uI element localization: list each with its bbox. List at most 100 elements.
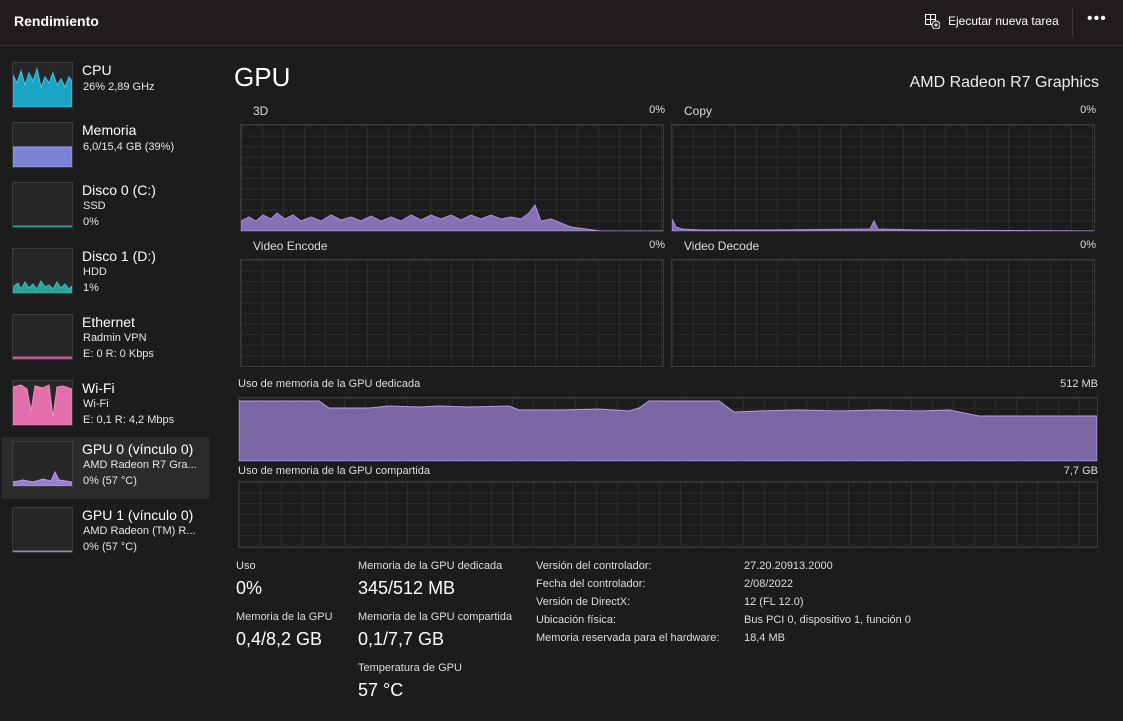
thumbnail-graph: [13, 356, 72, 359]
sidebar-item-detail: Radmin VPN: [83, 332, 147, 344]
sidebar-item-name: Memoria: [82, 122, 137, 138]
new-task-label: Ejecutar nueva tarea: [948, 14, 1059, 28]
sidebar-item-name: Ethernet: [82, 314, 135, 330]
engine-graph: [671, 124, 1095, 232]
sidebar-item-detail: AMD Radeon R7 Gra...: [83, 459, 197, 471]
sidebar-item-detail: 1%: [83, 282, 99, 294]
memory-graph-max: 7,7 GB: [1063, 465, 1098, 477]
sidebar-item[interactable]: Wi-Fi Wi-Fi E: 0,1 R: 4,2 Mbps: [2, 376, 209, 438]
sidebar-item[interactable]: GPU 0 (vínculo 0) AMD Radeon R7 Gra... 0% …: [2, 437, 209, 499]
sidebar-item-detail: 6,0/15,4 GB (39%): [83, 141, 175, 153]
thumbnail-graph: [13, 470, 72, 486]
thumbnail-area: [13, 384, 72, 425]
sidebar-item-name: GPU 0 (vínculo 0): [82, 441, 194, 457]
thumbnail-area: [13, 225, 72, 227]
sidebar-item[interactable]: CPU 26% 2,89 GHz: [2, 58, 209, 120]
new-task-icon: [925, 14, 940, 29]
detail-value: Bus PCI 0, dispositivo 1, función 0: [744, 614, 911, 626]
page-title: GPU: [234, 62, 291, 92]
header-title: Rendimiento: [14, 13, 99, 29]
engine-label: Video Encode: [253, 239, 328, 253]
memory-graph-plot: [239, 400, 1097, 461]
sidebar-thumbnail: [12, 248, 73, 294]
stat-label: Temperatura de GPU: [358, 662, 462, 674]
engine-graph-plot: [672, 218, 1094, 231]
thumbnail-graph: [13, 384, 72, 425]
sidebar-item-detail: SSD: [83, 200, 106, 212]
sidebar-item-detail: 0% (57 °C): [83, 475, 137, 487]
memory-graph: [238, 397, 1098, 462]
detail-label: Ubicación física:: [536, 614, 617, 626]
detail-value: 27.20.20913.2000: [744, 560, 833, 572]
memory-graph-max: 512 MB: [1060, 378, 1098, 390]
sidebar-item-detail: E: 0 R: 0 Kbps: [83, 348, 154, 360]
sidebar-thumbnail: [12, 507, 73, 553]
thumbnail-graph: [13, 67, 72, 107]
engine-graph-plot: [241, 203, 663, 231]
sidebar-item-name: Wi-Fi: [82, 380, 115, 396]
engine-value: 0%: [1080, 239, 1096, 251]
stat-label: Uso: [236, 560, 256, 572]
stat-value: 0%: [236, 578, 263, 598]
thumbnail-area: [13, 470, 72, 486]
engine-value: 0%: [1080, 104, 1096, 116]
engine-label: Copy: [684, 104, 713, 118]
stat-label: Memoria de la GPU: [236, 611, 333, 623]
stat-label: Memoria de la GPU dedicada: [358, 560, 503, 572]
sidebar-item-name: GPU 1 (vínculo 0): [82, 507, 194, 523]
memory-graph-label: Uso de memoria de la GPU compartida: [238, 465, 430, 477]
stat-label: Memoria de la GPU compartida: [358, 611, 513, 623]
sidebar-item-detail: E: 0,1 R: 4,2 Mbps: [83, 414, 175, 426]
engine-graph: [671, 259, 1095, 367]
engine-graph: [240, 259, 664, 367]
sidebar-item[interactable]: GPU 1 (vínculo 0) AMD Radeon (TM) R... 0% …: [2, 503, 209, 565]
more-button[interactable]: •••: [1087, 10, 1107, 27]
thumbnail-area: [13, 550, 72, 552]
engine-value: 0%: [649, 239, 665, 251]
sidebar-thumbnail: [12, 182, 73, 228]
engine-graph-area: [241, 203, 663, 231]
stat-value: 0,4/8,2 GB: [236, 629, 323, 649]
sidebar-item-name: Disco 1 (D:): [82, 248, 156, 264]
detail-value: 2/08/2022: [744, 578, 793, 590]
memory-graph-area: [239, 400, 1097, 461]
device-name: AMD Radeon R7 Graphics: [909, 74, 1099, 91]
memory-graph: [238, 481, 1098, 548]
sidebar-thumbnail: [12, 314, 73, 360]
sidebar-item-detail: Wi-Fi: [83, 398, 109, 410]
sidebar-item[interactable]: Disco 0 (C:) SSD 0%: [2, 178, 209, 240]
engine-label: 3D: [253, 104, 269, 118]
thumbnail-graph: [13, 280, 72, 293]
memory-graph-label: Uso de memoria de la GPU dedicada: [238, 378, 421, 390]
sidebar-item[interactable]: Ethernet Radmin VPN E: 0 R: 0 Kbps: [2, 310, 209, 372]
sidebar-item[interactable]: Memoria 6,0/15,4 GB (39%): [2, 118, 209, 180]
sidebar-thumbnail: [12, 441, 73, 487]
thumbnail-area: [13, 67, 72, 107]
header: Rendimiento Ejecutar nueva tarea •••: [0, 0, 1123, 46]
thumbnail-area: [13, 280, 72, 293]
new-task-button[interactable]: Ejecutar nueva tarea: [924, 13, 1059, 29]
stat-value: 0,1/7,7 GB: [358, 629, 445, 649]
sidebar-thumbnail: [12, 122, 73, 168]
sidebar-thumbnail: [12, 380, 73, 426]
sidebar-item-detail: AMD Radeon (TM) R...: [83, 525, 196, 537]
detail-label: Memoria reservada para el hardware:: [536, 632, 720, 644]
engine-graph-area: [672, 218, 1094, 231]
detail-value: 12 (FL 12.0): [744, 596, 804, 608]
thumbnail-area: [13, 356, 72, 359]
engine-graph: [240, 124, 664, 232]
thumbnail-graph: [13, 146, 72, 167]
sidebar-item-detail: 26% 2,89 GHz: [83, 81, 155, 93]
detail-label: Fecha del controlador:: [536, 578, 646, 590]
detail-label: Versión del controlador:: [536, 560, 652, 572]
separator: [1072, 8, 1073, 36]
sidebar-item-name: Disco 0 (C:): [82, 182, 156, 198]
sidebar-item-name: CPU: [82, 62, 112, 78]
sidebar-thumbnail: [12, 62, 73, 108]
detail-label: Versión de DirectX:: [536, 596, 631, 608]
thumbnail-area: [13, 146, 72, 167]
stat-value: 345/512 MB: [358, 578, 456, 598]
sidebar-item[interactable]: Disco 1 (D:) HDD 1%: [2, 244, 209, 306]
sidebar-item-detail: HDD: [83, 266, 107, 278]
